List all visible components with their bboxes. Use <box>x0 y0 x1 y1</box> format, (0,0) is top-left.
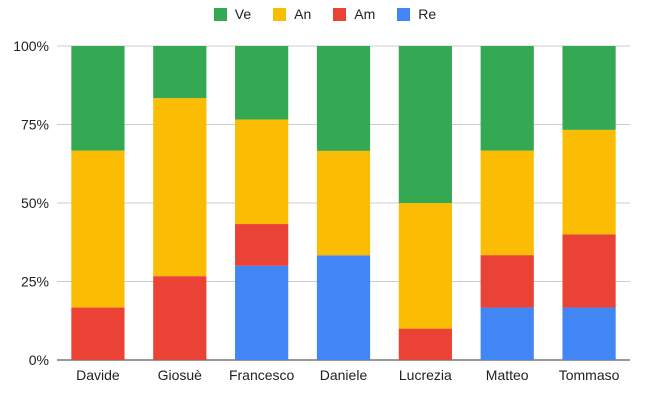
legend-label: Re <box>418 6 437 22</box>
bar-segment-ve[interactable] <box>398 46 452 203</box>
y-tick-label: 50% <box>21 195 49 211</box>
bar-segment-an[interactable] <box>316 150 371 256</box>
x-tick-label: Tommaso <box>559 367 620 383</box>
legend-swatch <box>213 7 227 21</box>
bar-segment-am[interactable] <box>235 224 289 266</box>
x-tick-label: Francesco <box>229 367 295 383</box>
bar-segment-am[interactable] <box>562 234 616 308</box>
legend-label: Ve <box>234 6 252 22</box>
x-tick-label: Davide <box>76 367 120 383</box>
bar-segment-ve[interactable] <box>480 46 534 151</box>
legend-item-an[interactable]: An <box>273 6 311 22</box>
legend-swatch <box>397 7 411 21</box>
bar-segment-re[interactable] <box>316 255 371 360</box>
bar-segment-am[interactable] <box>398 328 452 360</box>
bar-segment-ve[interactable] <box>71 46 125 151</box>
legend-swatch <box>273 7 287 21</box>
x-tick-label: Lucrezia <box>399 367 452 383</box>
bar-segment-an[interactable] <box>480 150 534 256</box>
bar-segment-am[interactable] <box>153 276 207 360</box>
bar-segment-an[interactable] <box>71 150 125 308</box>
bar-segment-re[interactable] <box>235 265 289 360</box>
bar-segment-ve[interactable] <box>235 46 289 120</box>
bar-segment-am[interactable] <box>71 307 125 360</box>
bar-segment-ve[interactable] <box>562 46 616 130</box>
y-tick-label: 100% <box>13 38 49 54</box>
bar-segment-an[interactable] <box>235 119 289 225</box>
bar-segment-an[interactable] <box>562 129 616 235</box>
x-tick-label: Matteo <box>486 367 529 383</box>
legend-label: Am <box>354 6 376 22</box>
legend-item-am[interactable]: Am <box>333 6 375 22</box>
bar-segment-am[interactable] <box>480 255 534 308</box>
legend-swatch <box>333 7 347 21</box>
bar-segment-an[interactable] <box>153 98 207 277</box>
legend-label: An <box>294 6 312 22</box>
legend-item-re[interactable]: Re <box>397 6 436 22</box>
legend: Ve An Am Re <box>0 6 650 22</box>
bar-segment-ve[interactable] <box>316 46 371 151</box>
bar-segment-re[interactable] <box>480 307 534 360</box>
bar-segment-an[interactable] <box>398 203 452 329</box>
y-tick-label: 25% <box>21 274 49 290</box>
y-tick-label: 75% <box>21 117 49 133</box>
y-tick-label: 0% <box>29 352 49 368</box>
x-tick-label: Daniele <box>320 367 368 383</box>
legend-item-ve[interactable]: Ve <box>213 6 252 22</box>
x-tick-label: Giosuè <box>158 367 203 383</box>
bar-segment-ve[interactable] <box>153 46 207 99</box>
bar-segment-re[interactable] <box>562 307 616 360</box>
